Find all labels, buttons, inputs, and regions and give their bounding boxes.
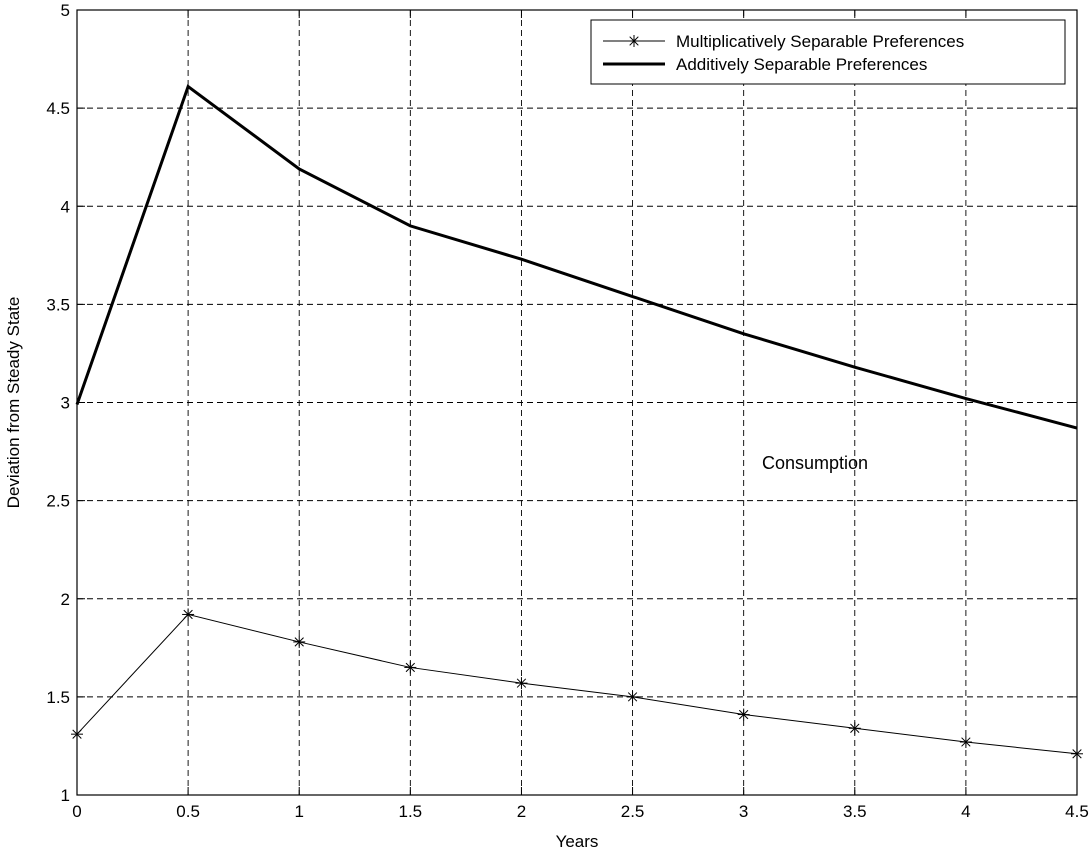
y-axis-label: Deviation from Steady State [4,297,23,509]
x-tick-label: 2.5 [621,802,645,821]
data-point-marker [737,708,750,721]
y-tick-label: 3.5 [46,295,70,314]
x-tick-label: 4.5 [1065,802,1089,821]
legend-label-multiplicative: Multiplicatively Separable Preferences [676,32,964,51]
data-point-marker [293,635,306,648]
series-line-multiplicative [76,613,1078,755]
data-point-marker [848,722,861,735]
data-point-marker [626,690,639,703]
x-tick-label: 0 [72,802,81,821]
y-tick-label: 3 [61,394,70,413]
x-tick-label: 3.5 [843,802,867,821]
data-point-marker [959,736,972,749]
x-axis-label: Years [556,832,599,851]
data-point-marker [515,677,528,690]
ticks: 0 0.5 1 1.5 2 2.5 3 3.5 4 4.5 1 1.5 2 2.5 3 3.5 4 4.5 5 [46,1,1088,821]
y-tick-label: 2.5 [46,492,70,511]
y-tick-label: 4.5 [46,99,70,118]
series-layer [71,84,1083,760]
grid [76,9,1078,796]
y-tick-label: 1 [61,786,70,805]
y-tick-label: 5 [61,1,70,20]
x-tick-label: 0.5 [176,802,200,821]
y-tick-label: 4 [61,197,70,216]
legend-marker-multiplicative [628,35,640,47]
x-tick-label: 1.5 [399,802,423,821]
consumption-annotation: Consumption [762,453,868,473]
x-tick-label: 3 [739,802,748,821]
legend-box [590,19,1066,85]
data-point-marker [182,608,195,621]
legend: Multiplicatively Separable Preferences A… [590,19,1066,85]
x-tick-label: 4 [961,802,970,821]
x-tick-label: 2 [517,802,526,821]
data-point-marker [404,661,417,674]
legend-label-additive: Additively Separable Preferences [676,55,927,74]
x-tick-label: 1 [294,802,303,821]
y-tick-label: 2 [61,590,70,609]
series-line-additive [75,84,1078,430]
y-tick-label: 1.5 [46,688,70,707]
